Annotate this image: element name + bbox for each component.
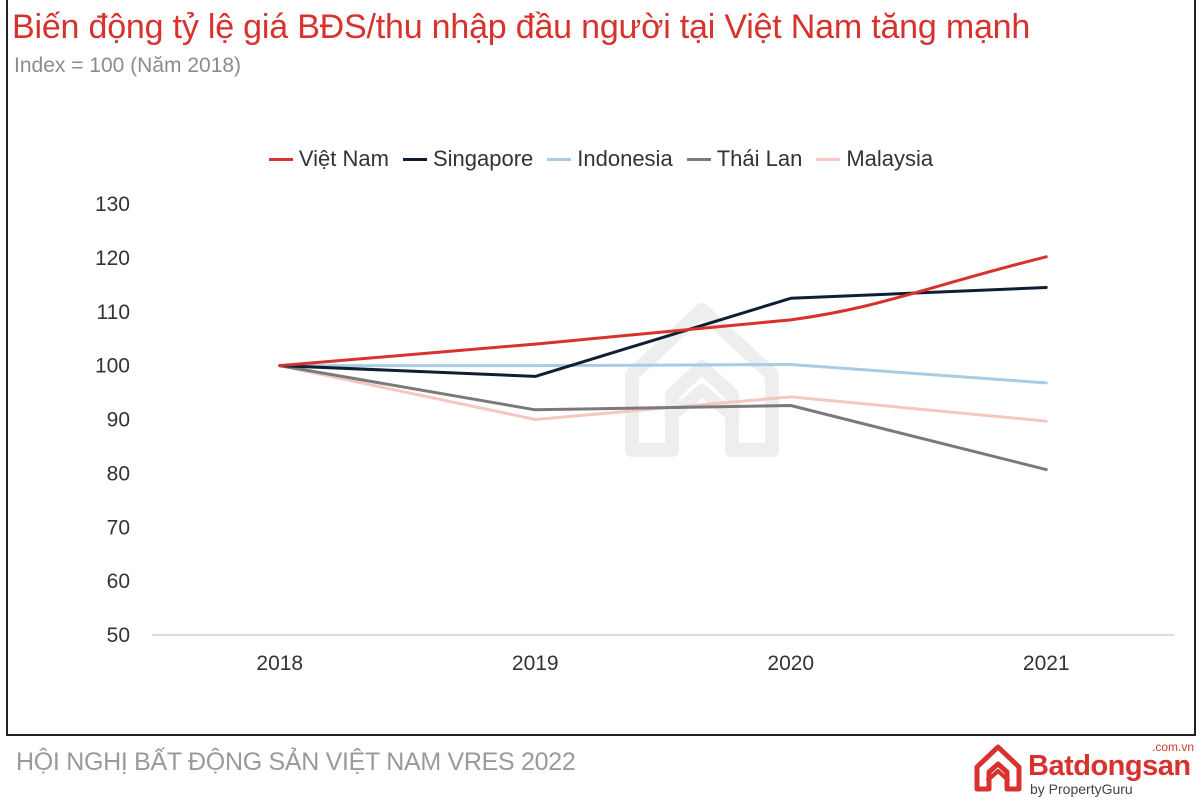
y-tick-label: 120	[95, 247, 130, 270]
legend-swatch	[816, 157, 841, 161]
legend-swatch	[268, 157, 293, 161]
chart-subtitle: Index = 100 (Năm 2018)	[14, 54, 242, 77]
legend-label: Việt Nam	[298, 146, 389, 171]
series-lines	[278, 255, 1048, 472]
x-tick-label: 2018	[256, 652, 303, 675]
y-tick-label: 50	[107, 624, 130, 647]
legend-swatch	[686, 157, 711, 161]
y-tick-label: 100	[95, 355, 130, 378]
legend-label: Malaysia	[846, 146, 934, 171]
y-tick-label: 70	[107, 516, 130, 539]
y-tick-label: 130	[95, 193, 130, 216]
y-tick-label: 90	[107, 409, 130, 432]
chart-legend: Việt Nam Singapore Indonesia Thái Lan Malays…	[0, 146, 1202, 172]
x-axis-ticks: 2018 2019 2020 2021	[256, 652, 1069, 675]
legend-item: Singapore	[402, 146, 534, 172]
y-axis-ticks: 50 60 70 80 90 100 110 120 130	[95, 193, 130, 647]
x-tick-label: 2021	[1023, 652, 1070, 675]
y-tick-label: 80	[107, 462, 130, 485]
logo-domain-suffix: .com.vn	[1152, 740, 1195, 754]
series-line-thái-lan	[278, 364, 1048, 472]
watermark-logo	[625, 303, 779, 457]
y-tick-label: 60	[107, 570, 130, 593]
legend-label: Singapore	[432, 146, 534, 171]
house-logo-icon	[974, 744, 1022, 792]
legend-item: Thái Lan	[686, 146, 803, 172]
y-tick-label: 110	[97, 301, 130, 324]
footer-conference-text: HỘI NGHỊ BẤT ĐỘNG SẢN VIỆT NAM VRES 2022	[16, 748, 576, 776]
legend-label: Thái Lan	[716, 146, 803, 171]
legend-swatch	[402, 157, 427, 161]
x-tick-label: 2020	[767, 652, 814, 675]
logo-wordmark: Batdongsan	[1028, 750, 1191, 782]
legend-label: Indonesia	[577, 146, 673, 171]
chart-title: Biến động tỷ lệ giá BĐS/thu nhập đầu ngư…	[12, 8, 1031, 46]
logo-byline: by PropertyGuru	[1030, 781, 1133, 797]
legend-item: Indonesia	[547, 146, 673, 172]
series-line-việt-nam	[278, 255, 1048, 368]
legend-item: Việt Nam	[268, 146, 389, 172]
legend-item: Malaysia	[816, 146, 933, 172]
x-tick-label: 2019	[512, 652, 559, 675]
line-chart: 50 60 70 80 90 100 110 120 130 2018 2019 2020 2021	[95, 193, 1174, 675]
chart-frame	[6, 0, 1196, 736]
legend-swatch	[547, 157, 572, 161]
series-line-indonesia	[278, 363, 1048, 385]
